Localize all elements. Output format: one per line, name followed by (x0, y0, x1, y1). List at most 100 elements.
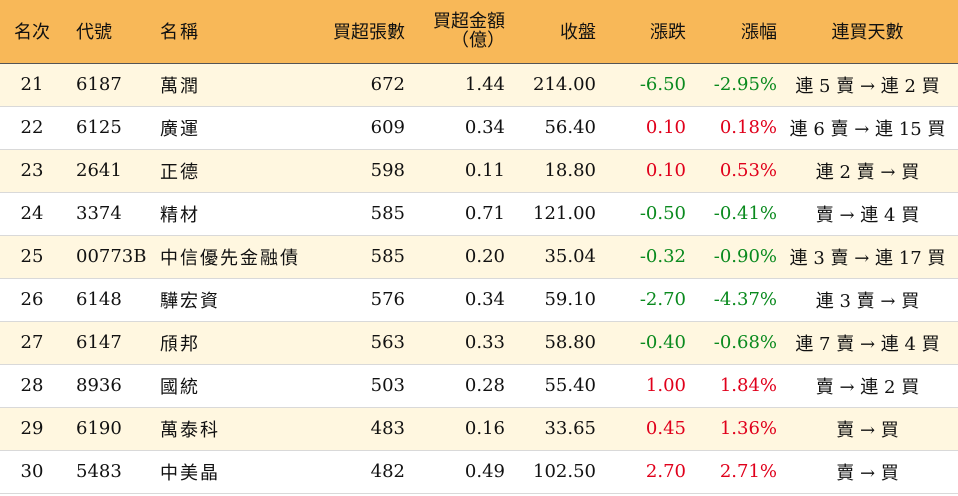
shares-cell: 483 (370, 418, 405, 439)
pct-cell: -2.95% (713, 74, 777, 95)
change-cell: 0.10 (645, 117, 686, 138)
change-cell: 1.00 (645, 375, 686, 396)
table-row: 29 6190 萬泰科 483 0.16 33.65 0.45 1.36% 賣 → 買 (0, 407, 958, 450)
streak-cell: 連 5 賣 → 連 2 買 (795, 75, 940, 97)
code-cell: 2641 (76, 160, 122, 181)
header-name: 名稱 (148, 0, 306, 64)
amount-cell: 0.34 (464, 117, 505, 138)
streak-cell: 連 3 賣 → 買 (815, 290, 920, 312)
header-rank: 名次 (0, 0, 64, 64)
pct-cell: 0.53% (719, 160, 777, 181)
name-cell: 正德 (160, 161, 200, 183)
close-cell: 18.80 (544, 160, 596, 181)
rank-cell: 27 (20, 332, 44, 353)
table-row: 25 00773B 中信優先金融債 585 0.20 35.04 -0.32 -0.90% 連 … (0, 235, 958, 278)
code-cell: 6190 (76, 418, 122, 439)
table-body: 21 6187 萬潤 672 1.44 214.00 -6.50 -2.95% 連 5 賣 → … (0, 63, 958, 493)
code-cell: 3374 (76, 203, 122, 224)
name-cell: 萬潤 (160, 75, 200, 97)
streak-cell: 賣 → 買 (836, 462, 899, 484)
streak-cell: 連 2 賣 → 買 (815, 161, 920, 183)
amount-cell: 1.44 (464, 74, 505, 95)
name-cell: 精材 (160, 204, 200, 226)
name-cell: 驊宏資 (160, 290, 220, 312)
name-cell: 中信優先金融債 (160, 247, 300, 269)
table-header-row: 名次 代號 名稱 買超張數 買超金額（億） 收盤 漲跌 漲幅 連買天數 (0, 0, 958, 64)
name-cell: 廣運 (160, 118, 200, 140)
change-cell: -2.70 (639, 289, 686, 310)
table-row: 21 6187 萬潤 672 1.44 214.00 -6.50 -2.95% 連 5 賣 → … (0, 63, 958, 106)
header-code: 代號 (64, 0, 148, 64)
name-cell: 中美晶 (160, 462, 220, 484)
rank-cell: 25 (20, 246, 44, 267)
change-cell: 0.45 (645, 418, 686, 439)
change-cell: 0.10 (645, 160, 686, 181)
code-cell: 5483 (76, 461, 122, 482)
header-shares: 買超張數 (306, 0, 405, 64)
rank-cell: 28 (20, 375, 44, 396)
name-cell: 萬泰科 (160, 419, 220, 441)
table-row: 24 3374 精材 585 0.71 121.00 -0.50 -0.41% 賣 → 連 4 … (0, 192, 958, 235)
pct-cell: 1.84% (719, 375, 777, 396)
pct-cell: 0.18% (719, 117, 777, 138)
amount-cell: 0.33 (464, 332, 505, 353)
close-cell: 102.50 (533, 461, 596, 482)
pct-cell: -4.37% (713, 289, 777, 310)
shares-cell: 503 (370, 375, 405, 396)
code-cell: 6125 (76, 117, 122, 138)
amount-cell: 0.20 (464, 246, 505, 267)
table-row: 28 8936 國統 503 0.28 55.40 1.00 1.84% 賣 → 連 2 買 (0, 364, 958, 407)
code-cell: 8936 (76, 375, 122, 396)
code-cell: 6148 (76, 289, 122, 310)
pct-cell: 1.36% (719, 418, 777, 439)
change-cell: -0.40 (639, 332, 686, 353)
change-cell: -0.32 (639, 246, 686, 267)
rank-cell: 26 (20, 289, 44, 310)
amount-cell: 0.28 (464, 375, 505, 396)
code-cell: 6147 (76, 332, 122, 353)
change-cell: 2.70 (645, 461, 686, 482)
table-row: 26 6148 驊宏資 576 0.34 59.10 -2.70 -4.37% 連 3 賣 → … (0, 278, 958, 321)
header-close: 收盤 (505, 0, 596, 64)
pct-cell: -0.68% (713, 332, 777, 353)
rank-cell: 24 (20, 203, 44, 224)
rank-cell: 30 (20, 461, 44, 482)
table-row: 30 5483 中美晶 482 0.49 102.50 2.70 2.71% 賣 → 買 (0, 450, 958, 493)
amount-cell: 0.34 (464, 289, 505, 310)
streak-cell: 賣 → 連 2 買 (815, 376, 920, 398)
shares-cell: 585 (370, 203, 405, 224)
shares-cell: 609 (370, 117, 405, 138)
shares-cell: 576 (370, 289, 405, 310)
rank-cell: 23 (20, 160, 44, 181)
code-cell: 00773B (76, 246, 147, 267)
shares-cell: 482 (370, 461, 405, 482)
header-change: 漲跌 (596, 0, 686, 64)
name-cell: 頎邦 (160, 333, 200, 355)
amount-cell: 0.16 (464, 418, 505, 439)
streak-cell: 連 6 賣 → 連 15 買 (789, 118, 946, 140)
header-streak: 連買天數 (777, 0, 958, 64)
header-amount: 買超金額（億） (405, 0, 505, 64)
table-row: 23 2641 正德 598 0.11 18.80 0.10 0.53% 連 2 賣 → 買 (0, 149, 958, 192)
close-cell: 56.40 (544, 117, 596, 138)
change-cell: -6.50 (639, 74, 686, 95)
amount-cell: 0.49 (464, 461, 505, 482)
close-cell: 55.40 (544, 375, 596, 396)
close-cell: 33.65 (544, 418, 596, 439)
rank-cell: 21 (20, 74, 44, 95)
table-row: 27 6147 頎邦 563 0.33 58.80 -0.40 -0.68% 連 7 賣 → 連… (0, 321, 958, 364)
close-cell: 35.04 (544, 246, 596, 267)
shares-cell: 598 (370, 160, 405, 181)
amount-cell: 0.71 (464, 203, 505, 224)
table-row: 22 6125 廣運 609 0.34 56.40 0.10 0.18% 連 6 賣 → 連 1… (0, 106, 958, 149)
pct-cell: -0.90% (713, 246, 777, 267)
streak-cell: 賣 → 買 (836, 419, 899, 441)
code-cell: 6187 (76, 74, 122, 95)
shares-cell: 672 (370, 74, 405, 95)
amount-cell: 0.11 (464, 160, 505, 181)
close-cell: 59.10 (544, 289, 596, 310)
change-cell: -0.50 (639, 203, 686, 224)
pct-cell: 2.71% (719, 461, 777, 482)
close-cell: 121.00 (533, 203, 596, 224)
rank-cell: 22 (20, 117, 44, 138)
